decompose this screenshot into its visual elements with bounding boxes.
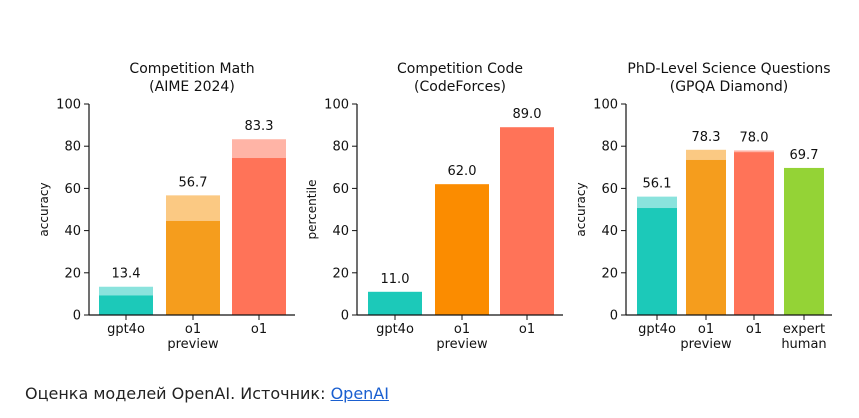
y-tick-label: 20 [332, 266, 349, 281]
x-tick-label: gpt4o [638, 322, 676, 337]
x-tick-label: o1 [698, 322, 714, 337]
caption-text: Оценка моделей OpenAI. Источник: [25, 384, 331, 403]
x-tick-label: expert [783, 322, 825, 337]
bar-value-label: 89.0 [513, 107, 542, 122]
bar-light-segment [637, 196, 677, 209]
y-tick-label: 0 [610, 309, 618, 324]
bar [637, 208, 677, 315]
x-tick-label: human [781, 337, 826, 352]
x-tick-label: preview [680, 337, 732, 352]
bar-value-label: 56.7 [179, 175, 208, 190]
x-tick-label: o1 [185, 322, 201, 337]
bar-value-label: 11.0 [381, 272, 410, 287]
y-tick-label: 60 [601, 182, 618, 197]
x-tick-label: preview [436, 337, 488, 352]
chart-title: (CodeForces) [414, 79, 506, 95]
chart-title: Competition Math [129, 61, 254, 77]
bar-value-label: 69.7 [790, 148, 819, 163]
y-tick-label: 100 [593, 98, 618, 113]
chart-title: (GPQA Diamond) [670, 79, 788, 95]
bar-light-segment [232, 139, 286, 159]
bar [166, 220, 220, 315]
y-tick-label: 0 [73, 309, 81, 324]
y-tick-label: 100 [324, 98, 349, 113]
chart-title: Competition Code [397, 61, 523, 77]
bar-value-label: 78.3 [692, 130, 721, 145]
bar-value-label: 13.4 [112, 267, 141, 282]
y-tick-label: 100 [56, 98, 81, 113]
chart-1: Competition Math (AIME 2024) accuracy 0 20 40… [37, 61, 295, 352]
bar [368, 291, 422, 315]
bar [784, 167, 824, 315]
x-tick-label: gpt4o [107, 322, 145, 337]
bar [686, 159, 726, 315]
bar-light-segment [99, 286, 153, 296]
bar [734, 152, 774, 315]
chart-title: (AIME 2024) [149, 79, 235, 95]
bar-light-segment [686, 149, 726, 160]
figure-caption: Оценка моделей OpenAI. Источник: OpenAI [25, 384, 389, 403]
bar [232, 158, 286, 315]
y-tick-label: 20 [64, 266, 81, 281]
y-tick-label: 60 [64, 182, 81, 197]
bar-light-segment [734, 150, 774, 153]
x-tick-label: gpt4o [376, 322, 414, 337]
bar-light-segment [166, 195, 220, 221]
y-tick-label: 40 [332, 224, 349, 239]
chart-2: Competition Code (CodeForces) percentile 0 2… [305, 61, 563, 352]
y-tick-label: 40 [64, 224, 81, 239]
y-tick-label: 80 [601, 140, 618, 155]
y-tick-label: 20 [601, 266, 618, 281]
chart-title: PhD-Level Science Questions [627, 61, 830, 77]
bar-value-label: 62.0 [448, 164, 477, 179]
y-tick-label: 0 [341, 309, 349, 324]
bar-value-label: 78.0 [740, 130, 769, 145]
source-link[interactable]: OpenAI [330, 384, 389, 403]
bar [99, 295, 153, 315]
y-tick-label: 60 [332, 182, 349, 197]
y-tick-label: 80 [64, 140, 81, 155]
x-tick-label: preview [167, 337, 219, 352]
chart-3: PhD-Level Science Questions (GPQA Diamond… [574, 61, 832, 352]
y-axis-label: percentile [305, 179, 319, 239]
y-tick-label: 40 [601, 224, 618, 239]
charts-figure: Competition Math (AIME 2024) accuracy 0 20 40… [37, 61, 832, 352]
y-axis-label: accuracy [37, 182, 51, 236]
x-tick-label: o1 [519, 322, 535, 337]
x-tick-label: o1 [454, 322, 470, 337]
bar [500, 127, 554, 316]
x-tick-label: o1 [251, 322, 267, 337]
y-tick-label: 80 [332, 140, 349, 155]
x-tick-label: o1 [746, 322, 762, 337]
bar [435, 184, 489, 315]
y-axis-label: accuracy [574, 182, 588, 236]
bar-value-label: 83.3 [245, 119, 274, 134]
bar-value-label: 56.1 [643, 177, 672, 192]
